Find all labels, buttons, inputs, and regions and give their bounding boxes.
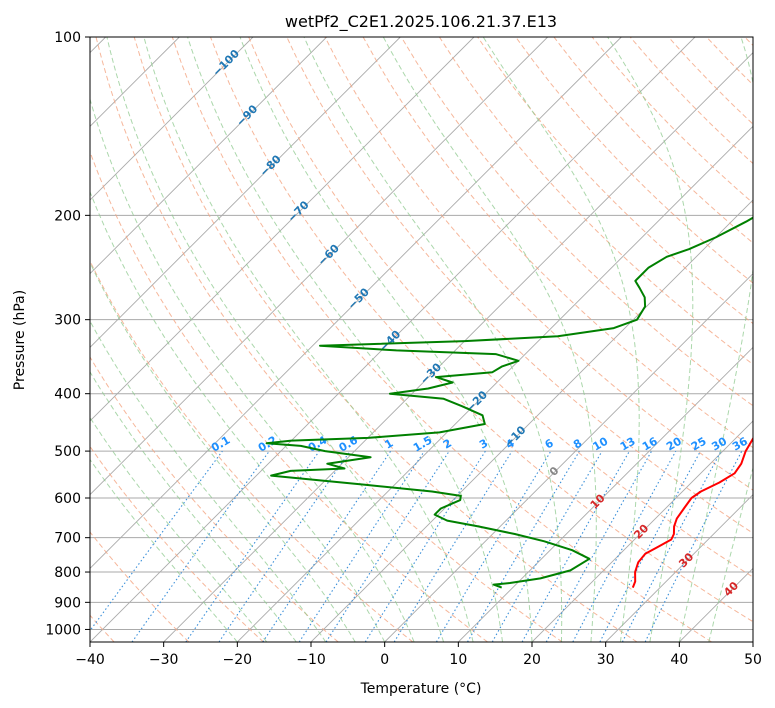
isotherm-line (605, 494, 753, 642)
moist-adiabat-line (90, 320, 327, 642)
isotherm-line (90, 37, 475, 422)
chart-title: wetPf2_C2E1.2025.106.21.37.E13 (285, 12, 557, 32)
isotherm-line (90, 37, 622, 569)
dewpoint-line (265, 216, 753, 589)
x-axis-label: Temperature (°C) (360, 681, 482, 697)
x-axis: −40 −30 −20 −10 0 10 20 30 40 50 (75, 642, 762, 668)
mixing-ratio-line (325, 450, 450, 642)
dry-adiabat-line (400, 37, 753, 407)
x-tick-label: 40 (670, 652, 688, 668)
y-tick-label: 600 (54, 491, 81, 507)
x-tick-label: 20 (523, 652, 541, 668)
y-tick-label: 900 (54, 595, 81, 611)
x-tick-label: −30 (149, 652, 179, 668)
isotherm-line (90, 37, 401, 348)
y-tick-label: 800 (54, 565, 81, 581)
x-tick-label: 0 (380, 652, 389, 668)
moist-adiabat-line (482, 37, 640, 642)
y-tick-label: 700 (54, 531, 81, 547)
y-axis-label: Pressure (hPa) (12, 290, 28, 390)
mixing-ratio-line (262, 450, 392, 642)
isotherm-line (90, 37, 327, 275)
profile-lines (265, 216, 753, 589)
isotherm-line (90, 37, 696, 642)
moist-adiabat-line (708, 466, 753, 642)
mixing-ratio-line (90, 450, 223, 632)
x-tick-label: −10 (296, 652, 326, 668)
dry-adiabat-line (133, 37, 638, 642)
x-tick-label: 10 (449, 652, 467, 668)
mixing-ratio-line (298, 450, 425, 642)
dry-adiabat-line (515, 37, 753, 284)
isotherm-line (531, 420, 753, 642)
mixing-ratio-line (521, 450, 630, 642)
moist-adiabat-line (678, 37, 753, 642)
isotherm-line (163, 52, 753, 642)
x-tick-label: −20 (223, 652, 253, 668)
moist-adiabat-line (143, 37, 474, 642)
dry-adiabat-line (90, 445, 264, 642)
isotherm-line (237, 125, 753, 642)
moist-adiabat-line (382, 37, 597, 642)
y-tick-label: 500 (54, 444, 81, 460)
temperature-line (631, 436, 753, 588)
moist-adiabat-line (187, 37, 503, 642)
moist-adiabat-line (90, 370, 297, 642)
moist-adiabat-line (106, 37, 445, 642)
moist-adiabat-line (303, 37, 563, 642)
moist-adiabat-line (90, 190, 386, 642)
mixing-ratio-line (545, 450, 653, 642)
mixing-ratio-line (218, 450, 351, 642)
mixing-ratio-line (131, 450, 270, 642)
moist-adiabat-line (90, 458, 238, 642)
moist-adiabat-line (239, 37, 533, 642)
dry-adiabat-line (210, 37, 753, 623)
mixing-ratio-line (572, 450, 677, 642)
dry-adiabat-line (90, 259, 414, 642)
x-tick-label: 30 (597, 652, 615, 668)
x-tick-label: 50 (744, 652, 762, 668)
y-tick-label: 300 (54, 313, 81, 329)
mixing-ratio-line (644, 450, 743, 642)
y-tick-label: 400 (54, 387, 81, 403)
dry-adiabat-line (248, 37, 753, 578)
y-axis: 100 200 300 400 500 600 700 800 900 1000 (45, 30, 90, 638)
dry-adiabat-line (171, 37, 712, 642)
plot-frame (89, 36, 754, 643)
isotherm-line (90, 37, 254, 201)
isotherm-line (384, 273, 753, 642)
moist-adiabat-line (90, 261, 356, 642)
y-tick-label: 1000 (45, 622, 81, 638)
mixing-ratio-line (393, 450, 513, 642)
mixing-ratio-line (185, 450, 320, 642)
y-tick-label: 200 (54, 208, 81, 224)
dry-adiabat-line (95, 37, 563, 642)
dry-adiabat-line (90, 356, 339, 642)
moist-adiabat-line (90, 416, 268, 642)
dry-adiabat-line (438, 37, 753, 366)
background-lines (90, 37, 753, 642)
dry-adiabat-line (90, 531, 190, 642)
moist-adiabat-line (607, 37, 694, 642)
moist-adiabat-line (90, 97, 415, 642)
dry-adiabat-line (90, 150, 488, 642)
x-tick-label: −40 (75, 652, 105, 668)
y-tick-label: 100 (54, 30, 81, 46)
isotherm-line (90, 37, 548, 496)
